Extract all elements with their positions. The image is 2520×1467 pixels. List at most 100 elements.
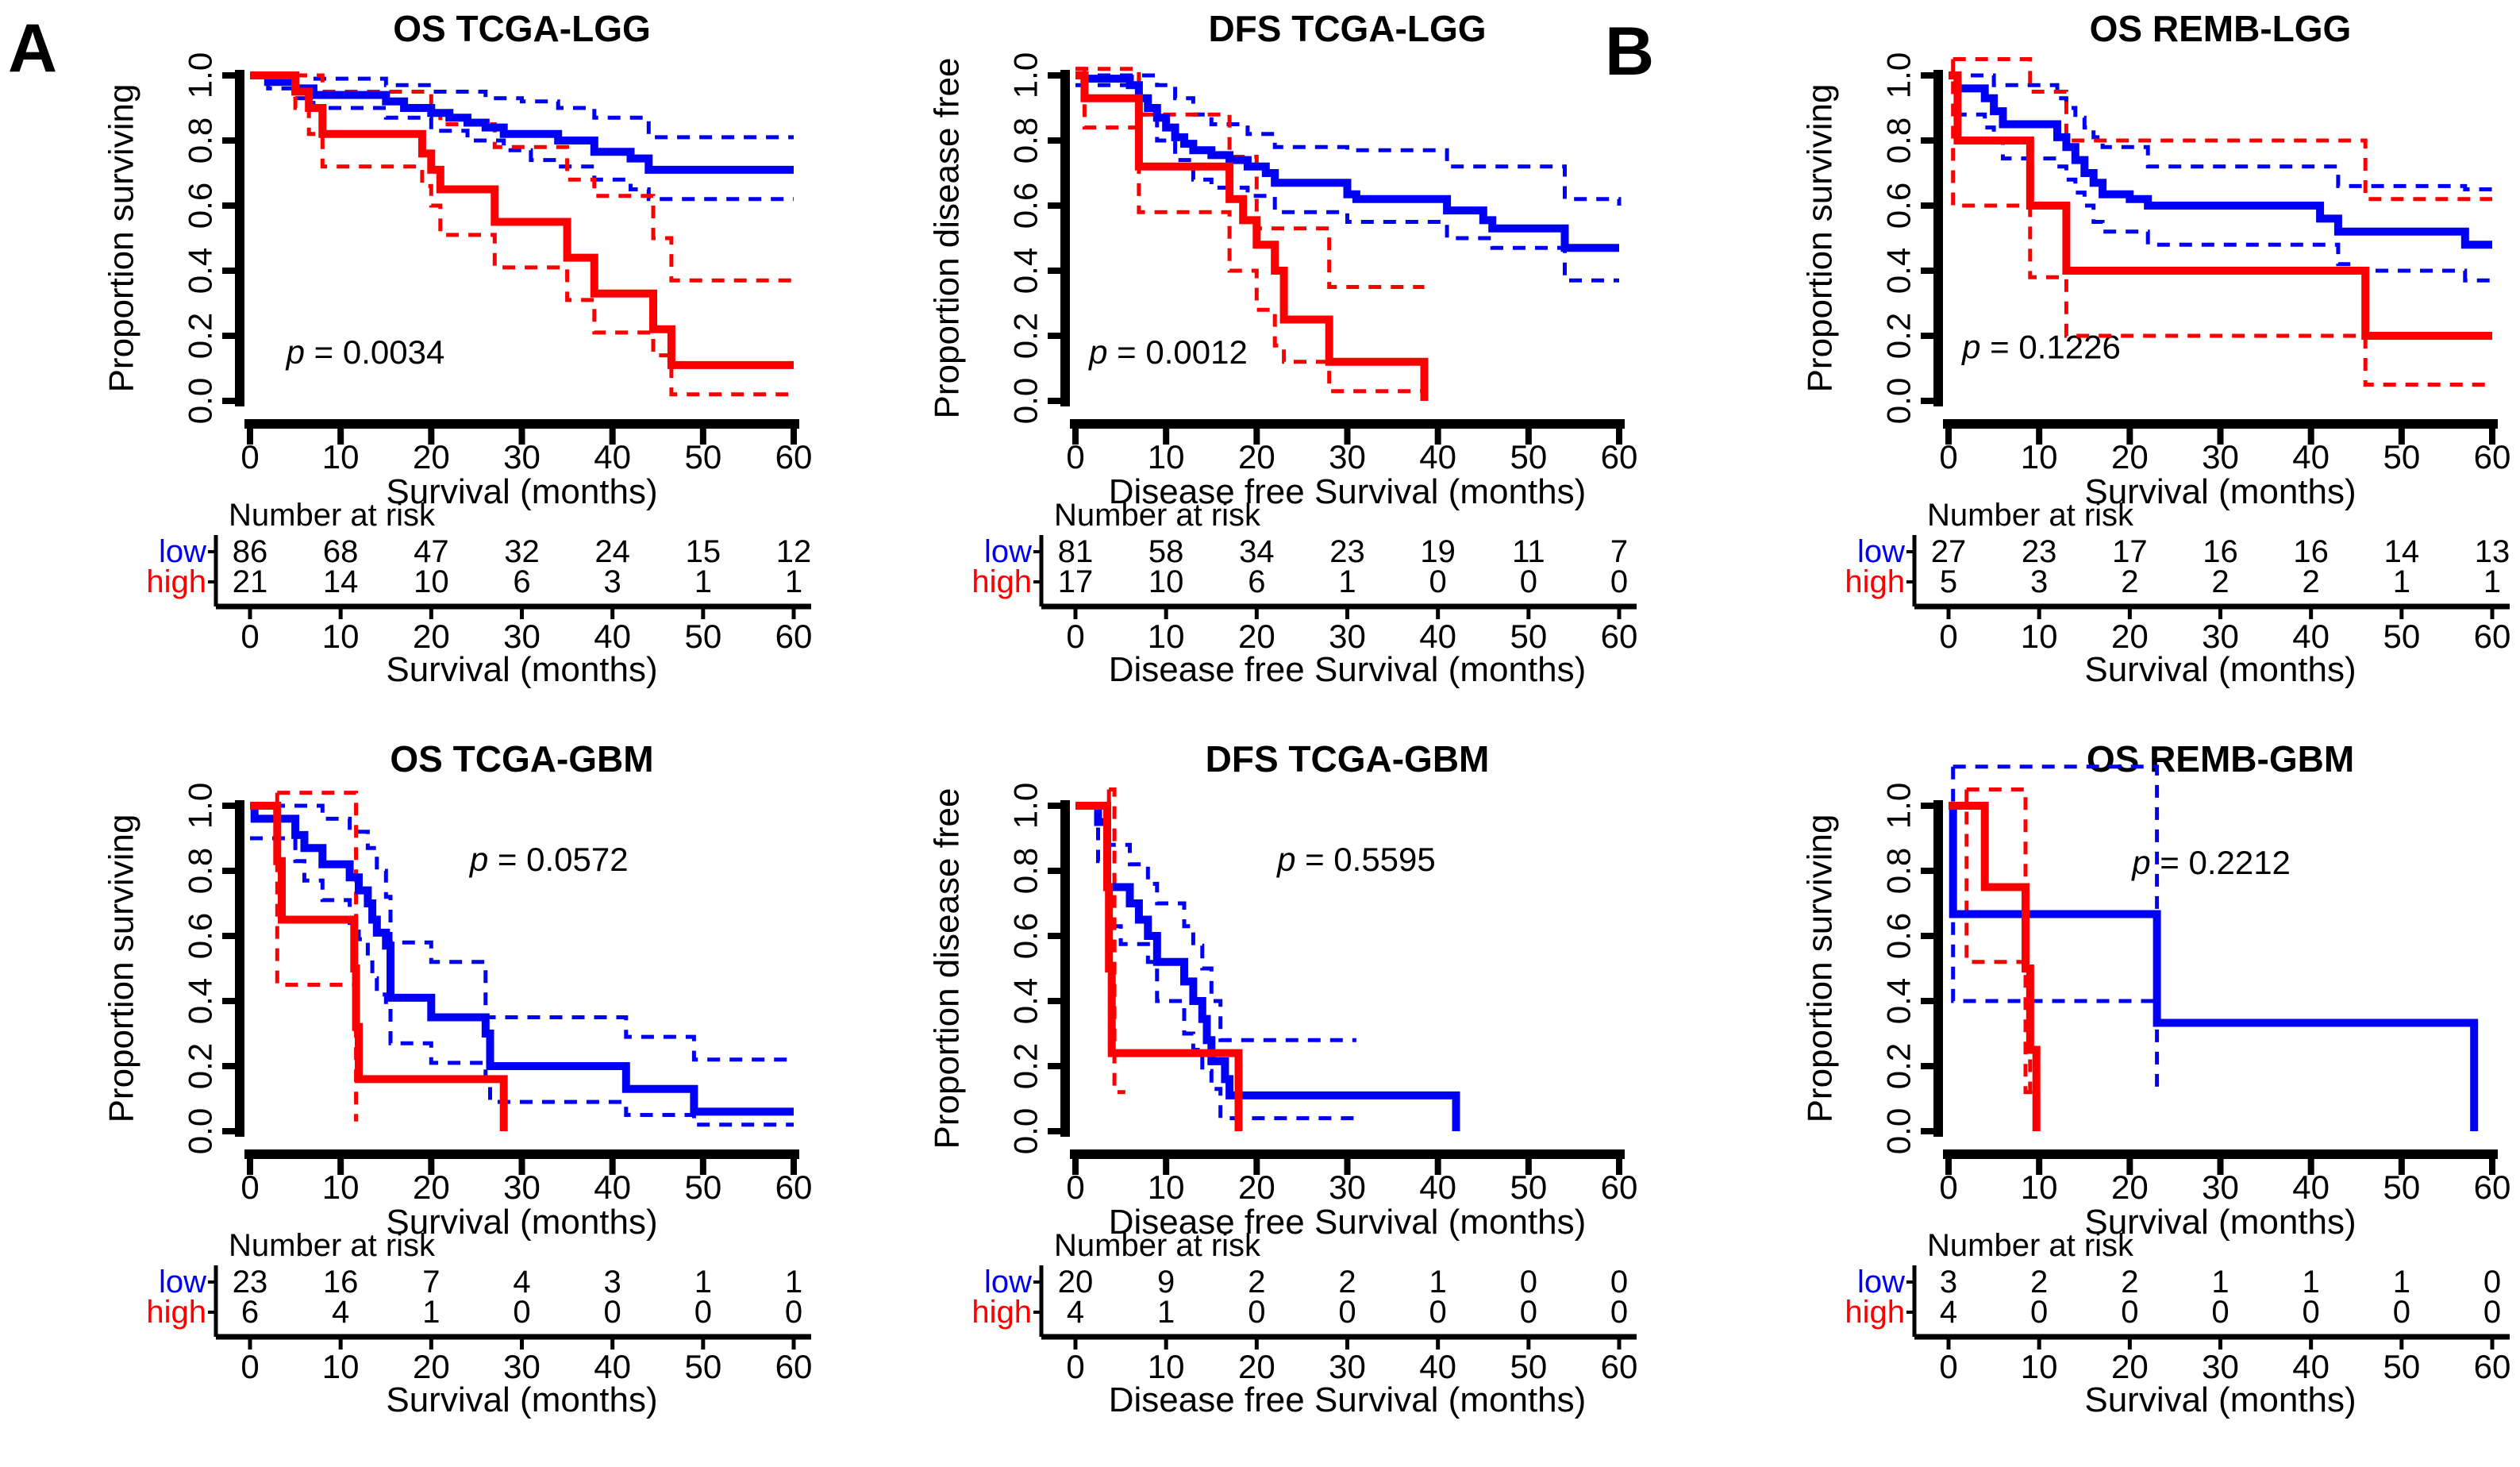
risk-tick-label: 0 [1939, 1348, 1957, 1385]
y-tick-label: 0.8 [1880, 848, 1918, 894]
risk-tick-label: 0 [240, 1348, 259, 1385]
risk-tick-label: 30 [1329, 1348, 1366, 1385]
risk-tick-label: 50 [684, 1348, 721, 1385]
risk-value: 1 [1157, 1295, 1175, 1330]
risk-value: 16 [2293, 534, 2329, 569]
x-tick-label: 60 [775, 438, 813, 476]
risk-value: 2 [1338, 1265, 1356, 1300]
chart-cell-dfs-tcga-lgg: DFS TCGA-LGG 0.0 0.2 0.4 0.6 0.8 1.0 Proportion… [825, 0, 1647, 730]
risk-tick-label: 10 [1148, 1348, 1185, 1385]
chart-title: OS REMB-LGG [2090, 8, 2352, 49]
x-tick-label: 30 [503, 438, 541, 476]
risk-tick-label: 60 [775, 618, 813, 655]
risk-value: 3 [604, 564, 621, 599]
y-tick-label: 0.0 [182, 378, 219, 424]
chart-cell-os-remb-gbm: OS REMB-GBM 0.0 0.2 0.4 0.6 0.8 1.0 Proportion … [1699, 730, 2520, 1467]
y-tick-label: 0.2 [1007, 313, 1045, 359]
x-tick-label: 50 [1510, 1169, 1547, 1206]
chart-cell-os-remb-lgg: OS REMB-LGG 0.0 0.2 0.4 0.6 0.8 1.0 Proportion … [1699, 0, 2520, 730]
risk-tick-label: 50 [2383, 1348, 2420, 1385]
risk-tick-label: 20 [413, 618, 450, 655]
km-chart-dfs-tcga-gbm: DFS TCGA-GBM 0.0 0.2 0.4 0.6 0.8 1.0 Proportion… [927, 738, 1638, 1419]
risk-value: 0 [2030, 1295, 2048, 1330]
risk-row-label-low: low [984, 1265, 1032, 1300]
risk-axis-title: Survival (months) [2084, 650, 2356, 689]
ci-curve-low-upper [250, 73, 794, 140]
risk-value: 17 [2112, 534, 2148, 569]
chart-title: DFS TCGA-LGG [1208, 8, 1486, 49]
risk-value: 0 [1248, 1295, 1265, 1330]
x-tick-label: 10 [322, 1169, 360, 1206]
x-tick-label: 60 [2474, 1169, 2511, 1206]
x-tick-label: 20 [2111, 438, 2149, 476]
risk-value: 68 [323, 534, 359, 569]
chart-title: OS TCGA-GBM [390, 738, 653, 780]
risk-tick-label: 20 [1238, 1348, 1275, 1385]
x-tick-label: 20 [1238, 1169, 1275, 1206]
risk-value: 0 [1429, 564, 1447, 599]
km-curve-high [250, 71, 794, 369]
risk-row-label-low: low [159, 1265, 206, 1300]
risk-value: 7 [422, 1265, 440, 1300]
risk-axis-title: Survival (months) [2084, 1380, 2356, 1419]
x-tick-label: 10 [1148, 438, 1185, 476]
risk-tick-label: 30 [503, 1348, 541, 1385]
risk-tick-label: 60 [775, 1348, 813, 1385]
x-tick-label: 10 [322, 438, 360, 476]
risk-value: 1 [2483, 564, 2501, 599]
risk-value: 1 [785, 564, 802, 599]
y-tick-label: 1.0 [1007, 52, 1045, 98]
risk-tick-label: 60 [1601, 1348, 1638, 1385]
ci-curve-low-upper [1953, 764, 2160, 1089]
risk-value: 3 [2030, 564, 2048, 599]
risk-value: 2 [1248, 1265, 1265, 1300]
chart-cell-dfs-tcga-gbm: DFS TCGA-GBM 0.0 0.2 0.4 0.6 0.8 1.0 Proportion… [825, 730, 1647, 1467]
y-tick-label: 0.8 [1880, 117, 1918, 164]
risk-value: 2 [2121, 1265, 2138, 1300]
risk-row-label-low: low [159, 534, 206, 569]
km-curve-low [1949, 71, 2492, 249]
risk-tick-label: 20 [2111, 618, 2149, 655]
x-tick-label: 40 [2292, 1169, 2330, 1206]
x-tick-label: 60 [1601, 1169, 1638, 1206]
x-tick-label: 0 [1939, 438, 1957, 476]
risk-tick-label: 30 [2202, 618, 2239, 655]
ci-curve-high-lower [275, 792, 359, 1122]
x-tick-label: 40 [1419, 1169, 1456, 1206]
risk-tick-label: 50 [684, 618, 721, 655]
risk-value: 81 [1058, 534, 1094, 569]
risk-tick-label: 40 [594, 618, 631, 655]
y-tick-label: 1.0 [1880, 783, 1918, 829]
risk-value: 0 [2121, 1295, 2138, 1330]
ci-curve-high-upper [1966, 787, 2033, 1092]
x-tick-label: 50 [684, 1169, 721, 1206]
y-tick-label: 0.8 [1007, 848, 1045, 894]
risk-value: 34 [1239, 534, 1275, 569]
x-tick-label: 40 [1419, 438, 1456, 476]
risk-axis-title: Disease free Survival (months) [1109, 1380, 1587, 1419]
y-tick-label: 0.8 [1007, 117, 1045, 164]
y-axis-title: Proportion disease free [927, 58, 966, 419]
risk-tick-label: 10 [1148, 618, 1185, 655]
risk-value: 0 [1610, 1265, 1628, 1300]
y-axis-title: Proportion surviving [1800, 814, 1839, 1123]
x-tick-label: 20 [1238, 438, 1275, 476]
y-tick-label: 0.4 [1007, 248, 1045, 294]
x-tick-label: 60 [775, 1169, 813, 1206]
risk-row-label-low: low [984, 534, 1032, 569]
risk-value: 19 [1420, 534, 1456, 569]
y-tick-label: 0.2 [1880, 313, 1918, 359]
risk-tick-label: 10 [322, 618, 360, 655]
risk-tick-label: 40 [2292, 618, 2330, 655]
risk-value: 1 [1429, 1265, 1447, 1300]
risk-value: 1 [1338, 564, 1356, 599]
risk-value: 23 [233, 1265, 268, 1300]
risk-value: 0 [2483, 1265, 2501, 1300]
risk-value: 2 [2030, 1265, 2048, 1300]
panel-label-a: A [8, 10, 58, 87]
risk-value: 0 [1338, 1295, 1356, 1330]
x-tick-label: 0 [1066, 1169, 1084, 1206]
y-tick-label: 1.0 [182, 783, 219, 829]
risk-value: 15 [686, 534, 721, 569]
risk-value: 14 [323, 564, 359, 599]
